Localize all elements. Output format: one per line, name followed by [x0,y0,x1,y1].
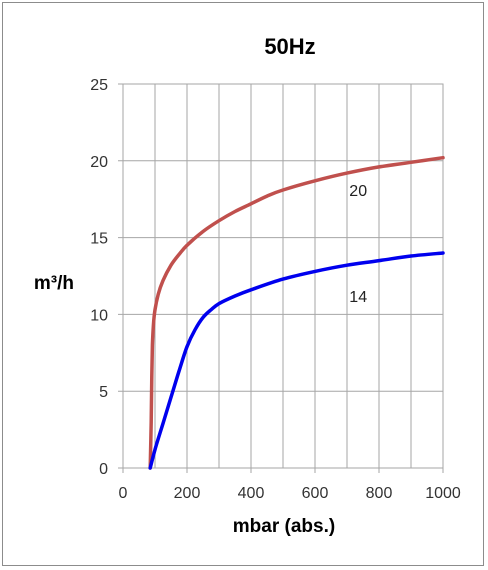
y-tick-label: 15 [90,231,108,248]
chart-frame [2,2,484,566]
series-label-20: 20 [349,183,367,200]
y-tick-label: 10 [90,307,108,324]
chart-title: 50Hz [264,34,315,59]
series-label-14: 14 [349,289,367,306]
x-tick-label: 0 [119,485,128,502]
y-tick-label: 20 [90,154,108,171]
x-tick-label: 600 [302,485,329,502]
y-axis-label: m³/h [34,273,74,294]
x-tick-label: 800 [366,485,393,502]
grid [118,83,444,473]
x-tick-label: 400 [238,485,265,502]
series-lines [148,155,445,470]
x-axis-label: mbar (abs.) [233,516,335,537]
series-line-14 [148,251,445,470]
series-line-20 [148,155,445,470]
y-tick-label: 0 [99,461,108,478]
y-tick-label: 5 [99,384,108,401]
tick-labels: 0 5 10 15 20 25 0 200 400 600 800 1000 [90,77,461,502]
x-tick-label: 1000 [425,485,461,502]
x-tick-label: 200 [174,485,201,502]
y-tick-label: 25 [90,77,108,94]
